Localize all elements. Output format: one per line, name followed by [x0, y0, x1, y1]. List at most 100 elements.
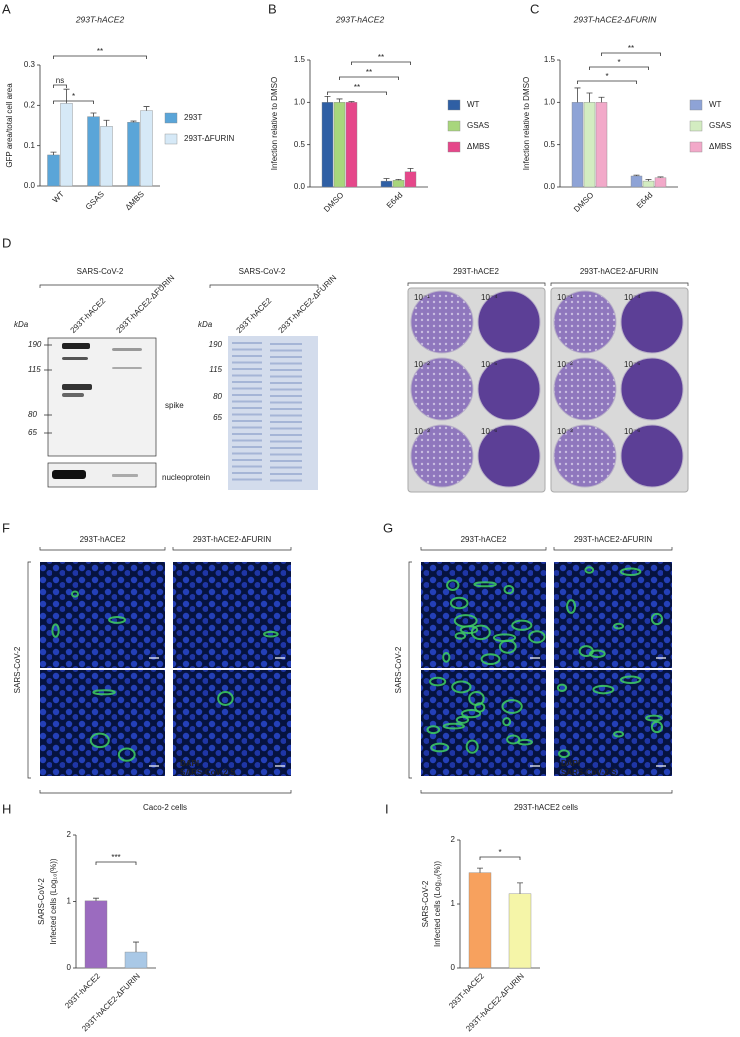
bar	[642, 180, 655, 188]
error-bar	[93, 897, 99, 901]
gel-band	[232, 342, 262, 344]
stain-signal	[473, 581, 497, 588]
y-axis-label: GFP area/total cell area	[5, 83, 14, 168]
bar	[87, 116, 100, 187]
y-axis-label: Infection relative to DMSO	[522, 77, 531, 170]
dilution-label: 10⁻⁴	[481, 293, 498, 302]
unit-label: kDa	[198, 320, 213, 329]
y-tick-label: 0.0	[294, 182, 306, 191]
stain-signal	[556, 683, 568, 692]
legend-swatch	[164, 133, 178, 145]
bar	[468, 872, 492, 969]
stain-signal	[480, 653, 501, 666]
y-tick-label: 0.0	[24, 181, 36, 190]
micrograph	[173, 562, 291, 668]
x-tick-label: WT	[51, 189, 66, 204]
lane-label: 293T-hACE2	[235, 296, 274, 335]
bar	[127, 122, 140, 187]
group-bracket	[408, 561, 412, 779]
bar	[140, 110, 153, 187]
stain-signal	[108, 615, 127, 624]
column-header: 293T-hACE2	[80, 535, 126, 544]
stain-signal	[117, 747, 136, 762]
gel-band	[270, 356, 302, 358]
group-bracket	[27, 561, 31, 779]
significance-bracket	[589, 66, 649, 70]
error-bar	[517, 882, 523, 894]
blot-band	[112, 348, 142, 351]
well	[553, 357, 617, 421]
error-bar	[657, 176, 664, 178]
stain-signal	[506, 734, 521, 745]
blot-band	[62, 343, 90, 349]
marker-label: 65	[213, 413, 222, 422]
legend-label: 293T	[184, 113, 202, 122]
legend-swatch	[164, 112, 178, 124]
legend-label: 293T-ΔFURIN	[184, 134, 234, 143]
panel-letter: C	[530, 1, 539, 16]
stain-signal	[92, 689, 116, 696]
significance-label: ***	[111, 853, 120, 862]
legend-label: WT	[709, 100, 722, 109]
bar	[124, 951, 148, 969]
group-bracket	[550, 282, 689, 286]
plate-header: 293T-hACE2-ΔFURIN	[580, 267, 658, 276]
marker-label: 80	[28, 410, 37, 419]
error-bar	[90, 112, 97, 117]
legend-swatch	[447, 99, 461, 111]
lane-label: 293T-hACE2	[69, 296, 108, 335]
gel-band	[270, 375, 302, 378]
micrograph	[173, 670, 291, 776]
bar	[84, 900, 108, 969]
x-tick-label: ΔMBS	[123, 190, 145, 212]
well	[410, 424, 474, 488]
error-bar	[395, 178, 402, 181]
blot-band	[112, 367, 142, 369]
stain-signal	[566, 599, 577, 614]
group-bracket	[420, 790, 673, 794]
error-bar	[645, 178, 652, 182]
well	[620, 424, 684, 488]
x-tick-label: DMSO	[322, 191, 345, 214]
significance-bracket	[339, 76, 399, 80]
error-bar	[130, 120, 137, 123]
significance-bracket	[53, 55, 147, 59]
panel-letter: A	[2, 1, 11, 16]
stain-signal	[451, 680, 472, 694]
marker-label: 80	[213, 392, 222, 401]
well	[620, 290, 684, 354]
x-tick-label: E64d	[385, 191, 405, 211]
x-tick-label: E64d	[635, 191, 655, 211]
blot-band	[62, 384, 92, 390]
stain-signal	[453, 614, 478, 628]
stain-signal	[89, 732, 110, 749]
group-bracket	[39, 284, 161, 288]
stain-label: DAPI	[561, 759, 580, 768]
panel-letter: D	[2, 235, 11, 250]
bar	[333, 102, 346, 188]
significance-bracket	[327, 91, 387, 95]
gel-band	[232, 446, 262, 448]
legend-label: GSAS	[467, 121, 489, 130]
y-axis-label: SARS-CoV-2	[421, 880, 430, 927]
group-bracket	[420, 547, 547, 551]
well	[553, 424, 617, 488]
y-tick-label: 0.2	[24, 100, 36, 109]
gel-band	[270, 349, 302, 352]
stain-signal	[511, 619, 533, 631]
stain-signal	[263, 630, 279, 638]
gel-band	[270, 466, 302, 469]
band-label: spike	[165, 401, 184, 410]
error-bar	[598, 96, 605, 103]
stain-signal	[613, 730, 625, 738]
significance-label: ns	[56, 76, 64, 85]
y-tick-label: 1.0	[544, 97, 556, 106]
x-tick-label: 293T-hACE2	[63, 971, 102, 1010]
micrograph	[40, 670, 165, 776]
row-label: SARS-CoV-2	[13, 646, 22, 693]
lane-label: 293T-hACE2-ΔFURIN	[277, 273, 339, 335]
y-axis-label: Infected cells (Log₁₀(%))	[433, 861, 442, 947]
bar	[47, 154, 60, 187]
y-tick-label: 2	[67, 830, 72, 839]
significance-label: **	[378, 53, 384, 62]
